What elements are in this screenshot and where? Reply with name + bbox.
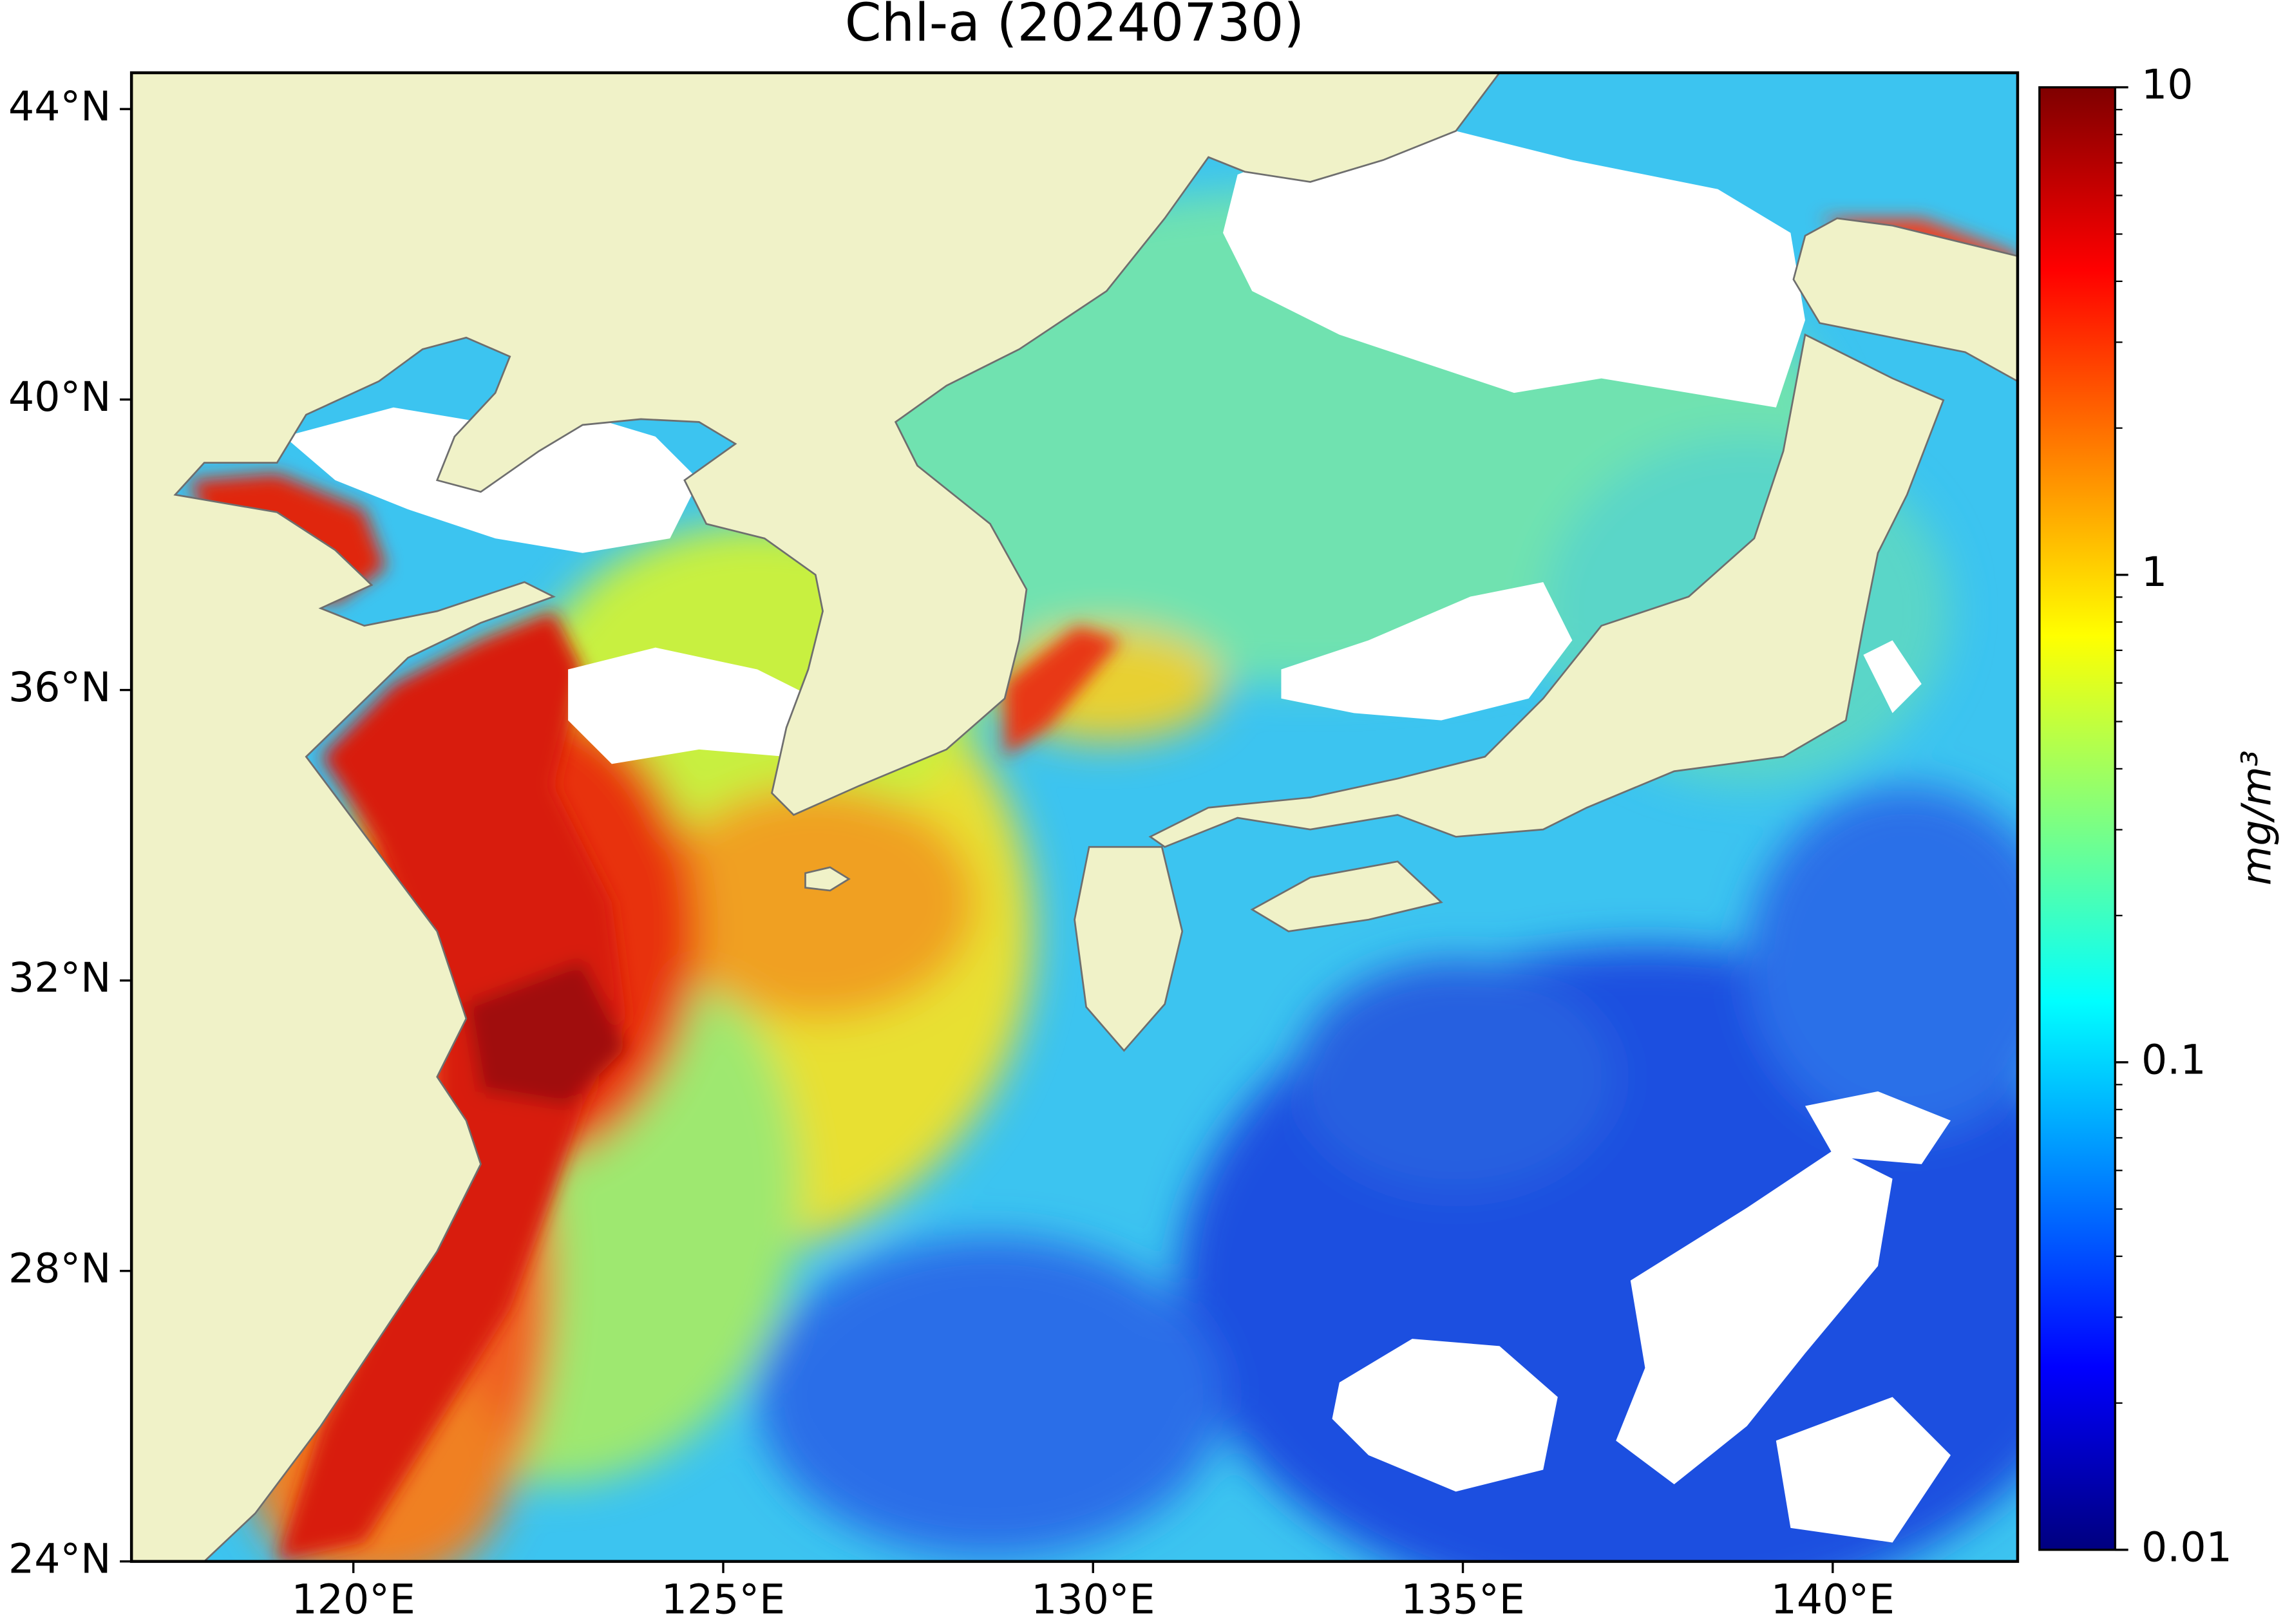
colorbar <box>2039 87 2116 1550</box>
x-tick-label: 135°E <box>1401 1576 1524 1623</box>
y-tick-label: 28°N <box>8 1244 111 1292</box>
map-frame <box>129 71 2020 1563</box>
x-tick-label: 140°E <box>1771 1576 1895 1623</box>
x-tick-label: 130°E <box>1031 1576 1155 1623</box>
map-title: Chl-a (20240730) <box>845 0 1305 53</box>
colorbar-tick-label: 1 <box>2141 548 2167 596</box>
y-tick-label: 32°N <box>8 954 111 1001</box>
colorbar-tick-label: 0.01 <box>2141 1523 2232 1571</box>
colorbar-frame <box>2038 86 2117 1551</box>
map-area <box>131 72 2018 1562</box>
colorbar-tick-label: 10 <box>2141 61 2193 108</box>
colorbar-tick-label: 0.1 <box>2141 1035 2206 1083</box>
land <box>131 72 2018 1562</box>
x-tick-label: 120°E <box>292 1576 415 1623</box>
x-tick-label: 125°E <box>661 1576 785 1623</box>
y-tick-label: 40°N <box>8 373 111 420</box>
y-tick-label: 36°N <box>8 663 111 711</box>
colorbar-label: mg/m³ <box>2233 750 2280 885</box>
y-tick-label: 24°N <box>8 1534 111 1582</box>
y-tick-label: 44°N <box>8 82 111 130</box>
